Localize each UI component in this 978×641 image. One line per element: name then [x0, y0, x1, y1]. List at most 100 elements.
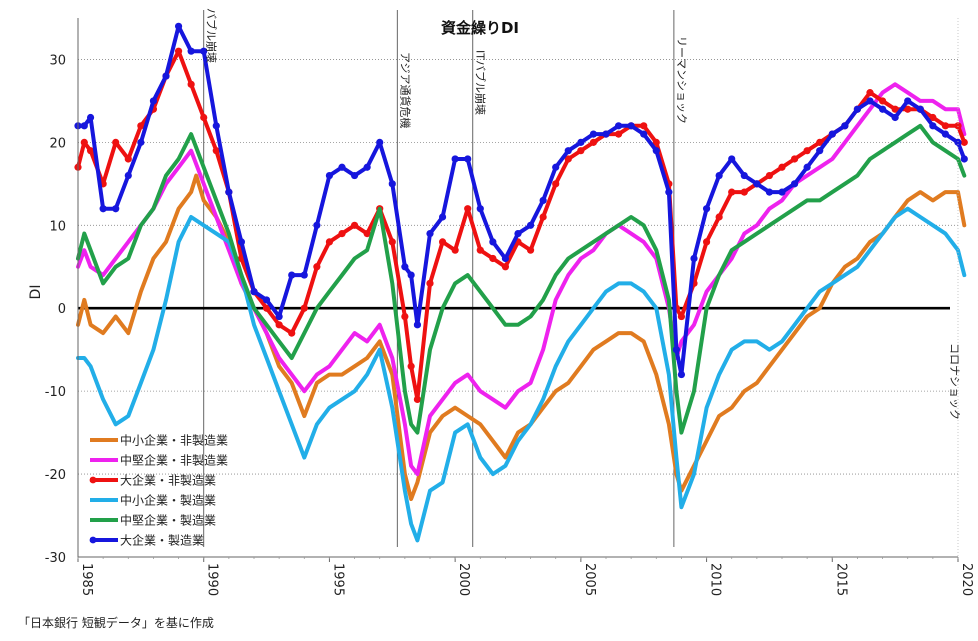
data-point	[960, 155, 968, 163]
data-point	[338, 163, 346, 171]
data-point	[489, 238, 497, 246]
y-tick-label: 20	[49, 136, 66, 151]
data-point	[904, 105, 912, 113]
data-point	[237, 238, 246, 246]
data-point	[715, 171, 723, 180]
data-point	[954, 138, 962, 146]
y-tick-label: -10	[45, 385, 66, 400]
series-2	[74, 47, 968, 404]
legend-label: 中堅企業・非製造業	[120, 453, 228, 468]
data-point	[514, 230, 522, 238]
data-point	[778, 163, 786, 171]
data-point	[640, 130, 648, 138]
data-point	[300, 304, 308, 312]
legend-marker	[89, 476, 97, 484]
data-point	[401, 312, 409, 321]
series-layer	[74, 22, 968, 543]
x-tick-label: 2020	[959, 563, 974, 596]
data-point	[137, 138, 145, 146]
annotation-label-4: コロナショック	[948, 343, 961, 420]
data-point	[112, 138, 120, 146]
data-point	[690, 254, 698, 263]
data-point	[891, 113, 899, 122]
data-point	[438, 213, 447, 221]
legend-item: 大企業・製造業	[89, 533, 204, 548]
legend-label: 中小企業・製造業	[120, 493, 216, 508]
data-point	[464, 155, 472, 163]
data-point	[916, 105, 924, 113]
annotation-label-1: アジア通貨危機	[398, 52, 412, 129]
data-point	[941, 122, 950, 130]
data-point	[866, 97, 874, 105]
data-point	[627, 122, 635, 130]
data-point	[672, 346, 681, 354]
data-point	[640, 122, 648, 130]
data-point	[526, 221, 535, 229]
legend-marker	[89, 536, 97, 544]
data-point	[300, 271, 308, 279]
x-tick-labels: 1985 1990 1995 2000 2005 2010 2015 2020	[79, 563, 974, 596]
data-point	[313, 263, 321, 271]
data-point	[200, 47, 208, 55]
data-point	[960, 138, 968, 146]
data-point	[275, 312, 283, 321]
x-tick-label: 2015	[833, 563, 848, 596]
data-point	[174, 22, 183, 30]
data-point	[803, 147, 811, 155]
data-point	[451, 155, 459, 163]
data-point	[80, 122, 88, 130]
data-point	[677, 370, 686, 379]
data-point	[552, 180, 560, 188]
data-point	[225, 188, 233, 196]
x-tick-label: 2005	[582, 563, 597, 596]
data-point	[765, 171, 774, 180]
data-point	[589, 130, 598, 138]
data-point	[325, 238, 334, 246]
data-point	[137, 122, 145, 130]
data-point	[350, 171, 359, 180]
data-point	[407, 362, 415, 370]
data-point	[614, 130, 623, 138]
data-point	[790, 155, 799, 163]
data-point	[149, 97, 158, 105]
data-point	[325, 171, 334, 180]
data-point	[80, 138, 88, 146]
data-point	[539, 213, 547, 221]
data-point	[715, 213, 723, 221]
y-tick-labels: -30 -20 -10 0 10 20 30	[45, 53, 66, 566]
data-point	[728, 188, 736, 196]
data-point	[891, 105, 899, 113]
source-note: 「日本銀行 短観データ」を基に作成	[18, 615, 214, 630]
series-line	[76, 82, 967, 477]
data-point	[451, 246, 459, 254]
data-point	[778, 188, 786, 196]
data-point	[438, 238, 447, 246]
series-5	[74, 22, 968, 379]
data-point	[816, 138, 824, 146]
data-point	[841, 122, 849, 130]
x-tick-label: 1990	[205, 563, 220, 596]
data-point	[577, 138, 585, 146]
data-point	[162, 72, 170, 80]
data-point	[212, 147, 220, 155]
data-point	[413, 321, 422, 329]
x-tick-label: 1995	[330, 563, 345, 596]
data-point	[476, 205, 484, 213]
data-point	[941, 130, 950, 138]
data-point	[174, 47, 183, 55]
data-point	[904, 97, 912, 105]
data-point	[350, 221, 359, 229]
x-tick-label: 2000	[456, 563, 471, 596]
data-point	[803, 163, 811, 171]
data-point	[753, 180, 761, 188]
data-point	[564, 155, 572, 163]
data-point	[501, 254, 510, 263]
series-0	[76, 173, 967, 501]
data-point	[313, 221, 321, 229]
data-point	[124, 171, 132, 180]
legend-label: 大企業・非製造業	[120, 473, 216, 488]
series-3	[76, 206, 967, 543]
data-point	[790, 180, 799, 188]
legend-label: 大企業・製造業	[120, 533, 204, 548]
data-point	[740, 171, 748, 180]
